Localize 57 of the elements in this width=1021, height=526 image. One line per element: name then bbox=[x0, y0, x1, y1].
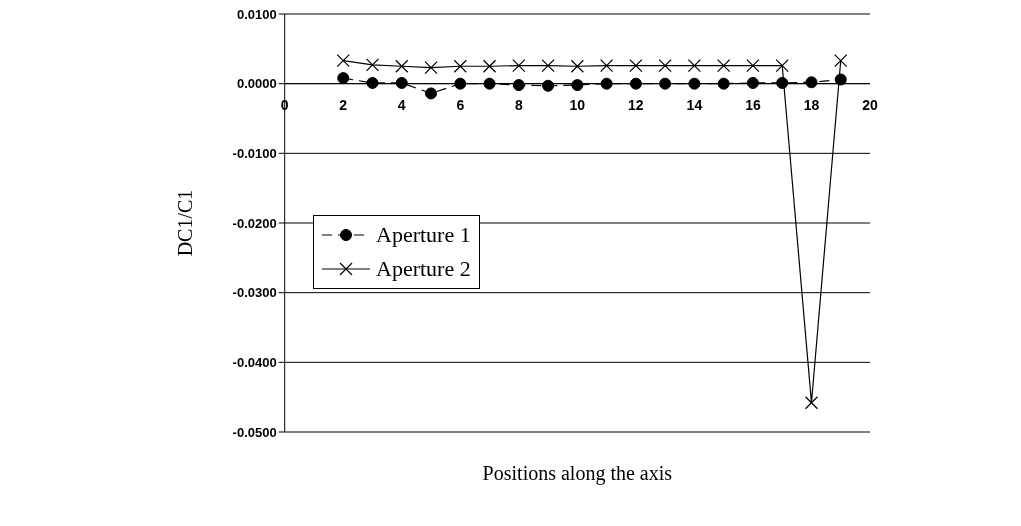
point bbox=[629, 58, 643, 73]
point bbox=[746, 58, 760, 73]
point bbox=[658, 58, 672, 73]
point bbox=[688, 77, 701, 90]
point bbox=[570, 59, 584, 73]
point bbox=[453, 59, 467, 73]
y-tick-label: -0.0400 bbox=[232, 354, 277, 370]
point bbox=[659, 77, 672, 90]
point bbox=[776, 76, 789, 89]
point bbox=[775, 58, 789, 73]
point bbox=[365, 58, 380, 72]
point bbox=[454, 77, 467, 90]
point bbox=[482, 59, 497, 73]
y-tick-label: 0.0000 bbox=[236, 76, 277, 92]
y-tick-label: -0.0300 bbox=[232, 285, 277, 301]
x-axis-title: Positions along the axis bbox=[482, 462, 673, 485]
x-tick-label: 12 bbox=[628, 97, 644, 114]
x-tick-label: 14 bbox=[686, 97, 703, 114]
x-tick-label: 6 bbox=[456, 97, 465, 114]
point bbox=[687, 58, 702, 73]
point bbox=[483, 77, 496, 90]
x-tick-label: 16 bbox=[745, 97, 761, 114]
point bbox=[512, 79, 525, 92]
point bbox=[542, 79, 555, 92]
y-tick-label: -0.0500 bbox=[232, 424, 277, 440]
x-tick-label: 4 bbox=[397, 97, 406, 114]
point bbox=[366, 76, 379, 89]
point bbox=[717, 58, 731, 73]
point bbox=[629, 77, 642, 90]
y-tick-label: 0.0100 bbox=[236, 6, 277, 22]
point bbox=[834, 54, 848, 68]
point bbox=[336, 54, 350, 68]
point bbox=[395, 76, 408, 89]
point bbox=[424, 61, 438, 75]
x-tick-label: 8 bbox=[514, 97, 523, 114]
point bbox=[541, 58, 555, 73]
point bbox=[571, 79, 584, 92]
x-tick-label: 20 bbox=[862, 97, 878, 114]
point bbox=[600, 77, 613, 90]
point bbox=[805, 76, 818, 89]
point bbox=[512, 58, 526, 73]
point bbox=[600, 58, 614, 73]
point bbox=[425, 87, 438, 100]
point bbox=[804, 396, 819, 410]
x-tick-label: 18 bbox=[803, 97, 820, 114]
x-tick-label: 10 bbox=[569, 97, 586, 114]
point bbox=[746, 76, 759, 89]
y-axis-title: DC1/C1 bbox=[173, 189, 196, 257]
point bbox=[395, 59, 409, 73]
legend-label: Aperture 2 bbox=[376, 255, 471, 283]
legend-label: Aperture 1 bbox=[376, 221, 471, 249]
point bbox=[717, 77, 730, 90]
point bbox=[337, 72, 350, 85]
point bbox=[834, 73, 847, 86]
y-tick-label: -0.0200 bbox=[232, 215, 277, 231]
x-tick-label: 2 bbox=[339, 97, 348, 114]
y-tick-label: -0.0100 bbox=[232, 145, 277, 161]
